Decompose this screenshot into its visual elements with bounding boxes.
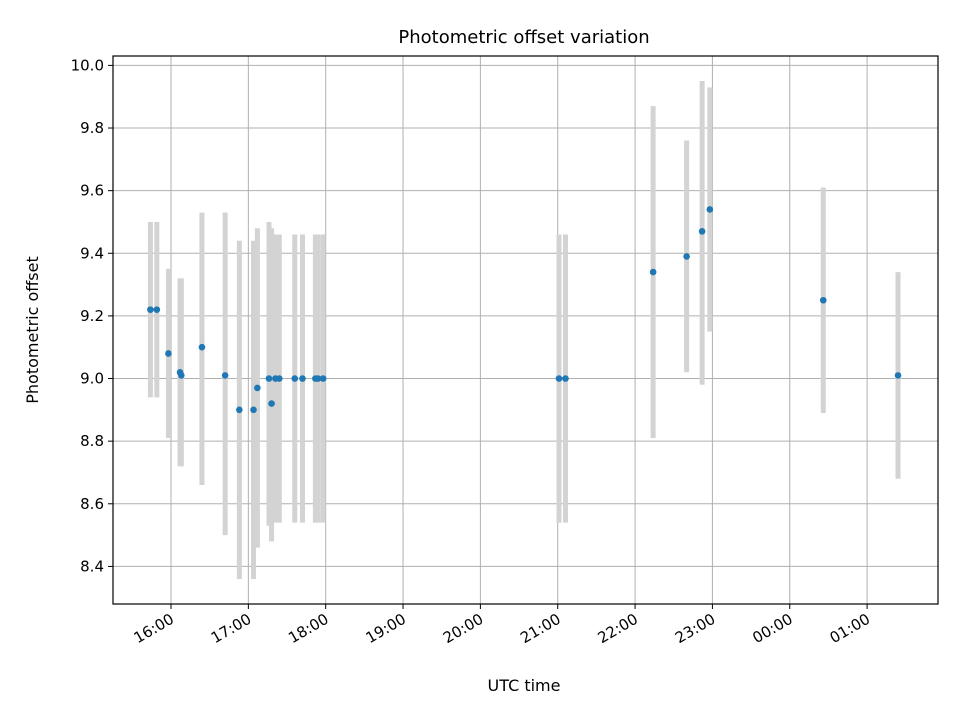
data-points [147, 206, 902, 414]
x-tick-label: 22:00 [595, 610, 641, 647]
y-tick-label: 8.6 [80, 495, 104, 513]
data-point [299, 375, 306, 382]
data-point [275, 375, 283, 382]
y-tick-label: 9.0 [80, 370, 104, 388]
data-point [698, 228, 706, 235]
data-point [683, 253, 690, 260]
x-tick-label: 19:00 [363, 610, 409, 647]
data-point [268, 400, 275, 407]
data-point [153, 306, 161, 313]
data-point [562, 375, 569, 382]
y-tick-label: 9.6 [80, 182, 104, 200]
x-tick-label: 01:00 [827, 610, 873, 647]
y-tick-label: 9.8 [80, 119, 104, 137]
data-point [894, 372, 902, 379]
data-point [165, 350, 172, 357]
y-tick-label: 10.0 [71, 56, 104, 74]
data-point [198, 343, 206, 351]
data-point [555, 375, 563, 382]
x-tick-label: 00:00 [749, 610, 795, 647]
data-point [314, 375, 322, 382]
data-point [254, 384, 261, 392]
data-point [819, 296, 827, 304]
data-point [178, 372, 185, 379]
x-axis-ticks: 16:00 17:00 18:00 19:00 20:00 21:00 22:00 23:00… [131, 604, 873, 647]
y-tick-label: 9.4 [80, 244, 104, 262]
x-tick-label: 20:00 [440, 610, 486, 647]
data-point [706, 206, 714, 213]
data-point [236, 406, 243, 414]
y-axis-ticks: 8.4 8.6 8.8 9.0 9.2 9.4 9.6 9.8 10.0 [71, 56, 113, 575]
data-point [250, 406, 257, 414]
data-point [291, 375, 299, 382]
chart-title: Photometric offset variation [398, 27, 649, 48]
x-tick-label: 17:00 [208, 610, 254, 647]
x-tick-label: 23:00 [672, 610, 718, 647]
plot-frame [112, 55, 939, 605]
data-point [649, 268, 657, 276]
data-point [265, 375, 273, 382]
y-axis-label: Photometric offset [23, 256, 42, 404]
data-point [319, 375, 327, 382]
y-tick-label: 8.4 [80, 557, 104, 575]
data-point [147, 306, 154, 313]
y-tick-label: 9.2 [80, 307, 104, 325]
y-tick-label: 8.8 [80, 432, 104, 450]
data-point [221, 372, 229, 379]
x-tick-label: 21:00 [517, 610, 563, 647]
grid [113, 56, 938, 604]
x-tick-label: 16:00 [131, 610, 177, 647]
x-axis-label: UTC time [488, 676, 561, 695]
x-tick-label: 18:00 [285, 610, 331, 647]
